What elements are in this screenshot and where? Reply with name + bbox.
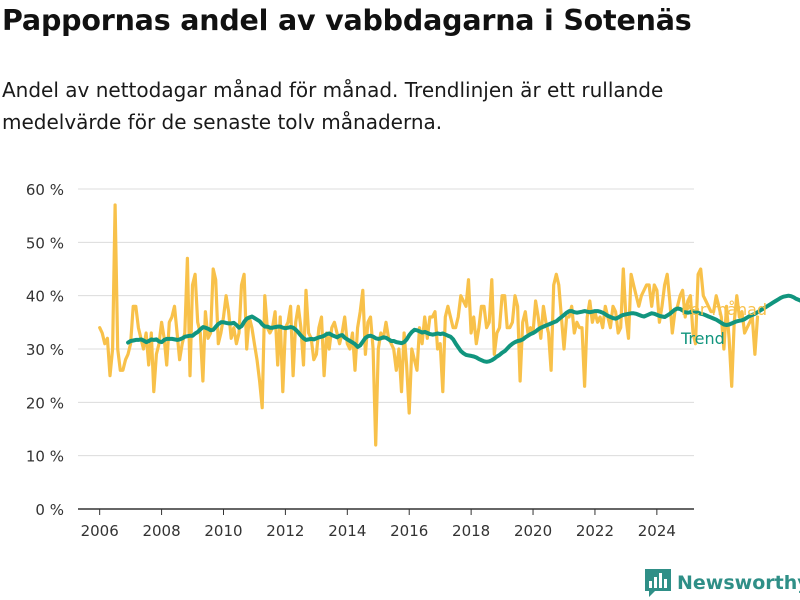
series-line-trend <box>126 293 800 364</box>
y-tick-label: 50 % <box>26 234 64 252</box>
x-tick-label: 2020 <box>514 522 552 540</box>
y-tick-label: 40 % <box>26 288 64 306</box>
y-tick-label: 10 % <box>26 448 64 466</box>
x-tick-label: 2008 <box>142 522 180 540</box>
series-label: Per månad <box>681 300 767 319</box>
brand-name: Newsworthy <box>677 572 800 594</box>
series-labels: Per månad Trend <box>680 300 767 348</box>
x-tick-label: 2016 <box>390 522 428 540</box>
y-tick-label: 30 % <box>26 341 64 359</box>
chart-subtitle: Andel av nettodagar månad för månad. Tre… <box>2 78 664 134</box>
x-tick-label: 2012 <box>266 522 304 540</box>
x-tick-label: 2022 <box>576 522 614 540</box>
series-lines <box>98 203 800 447</box>
x-tick-label: 2014 <box>328 522 366 540</box>
chart-title: Pappornas andel av vabbdagarna i Sotenäs <box>2 4 692 37</box>
y-tick-label: 60 % <box>26 181 64 199</box>
y-tick-label: 0 % <box>35 501 64 519</box>
y-tick-label: 20 % <box>26 394 64 412</box>
x-tick-label: 2024 <box>638 522 676 540</box>
x-tick-label: 2006 <box>81 522 119 540</box>
x-axis-ticks: 2006 2008 2010 2012 2014 2016 2018 2020 2022 2024 <box>81 509 676 540</box>
bar-chart-logo-icon <box>645 569 671 597</box>
x-tick-label: 2010 <box>204 522 242 540</box>
series-label: Trend <box>680 329 725 348</box>
series-line-per-manad <box>98 203 760 447</box>
x-tick-label: 2018 <box>452 522 490 540</box>
brand-logo: Newsworthy <box>645 569 800 597</box>
grid-lines <box>78 188 694 510</box>
y-axis-ticks: 0 % 10 % 20 % 30 % 40 % 50 % 60 % <box>26 181 64 519</box>
